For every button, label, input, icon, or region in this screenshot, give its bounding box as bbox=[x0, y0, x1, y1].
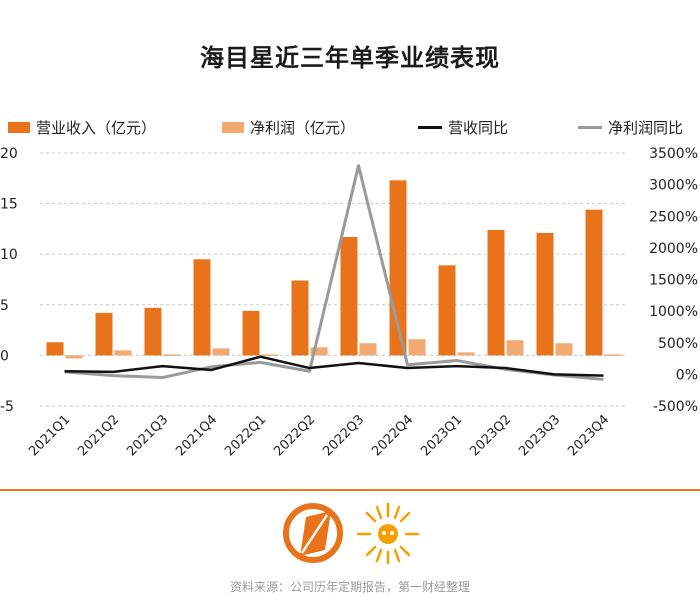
brand-leaf-logo-icon bbox=[283, 503, 343, 563]
chart-legend: 营业收入（亿元） 净利润（亿元） 营收同比 净利润同比 bbox=[0, 116, 700, 138]
revenue-bar bbox=[536, 232, 554, 356]
net-profit-bar bbox=[359, 343, 377, 356]
chart-canvas: -5 0 5 10 15 20 -500% 0% 500% 1000% 1500% 2000% 2500… bbox=[0, 146, 698, 459]
legend-item-net-profit: 净利润（亿元） bbox=[222, 116, 355, 138]
chart-gridlines bbox=[40, 152, 628, 407]
left-axis-tick-label: 15 bbox=[0, 197, 18, 213]
revenue-bar bbox=[438, 265, 456, 356]
revenue-bar bbox=[242, 310, 260, 356]
right-axis-tick-label: 0% bbox=[676, 367, 698, 383]
net-profit-bar bbox=[457, 352, 475, 356]
legend-line-profit-yoy bbox=[578, 125, 602, 129]
legend-swatch-revenue bbox=[8, 121, 30, 133]
right-axis-tick-label: 3500% bbox=[649, 146, 698, 162]
left-axis-tick-label: 5 bbox=[0, 298, 9, 314]
net-profit-bar bbox=[163, 354, 181, 356]
net-profit-bar bbox=[310, 347, 328, 356]
revenue-bar bbox=[487, 229, 505, 356]
net-profit-bar bbox=[555, 343, 573, 356]
legend-item-profit-yoy: 净利润同比 bbox=[578, 116, 683, 138]
right-axis-tick-label: -500% bbox=[653, 399, 698, 415]
left-axis-tick-label: 0 bbox=[0, 348, 9, 364]
legend-item-revenue-yoy: 营收同比 bbox=[418, 116, 508, 138]
legend-line-revenue-yoy bbox=[418, 125, 442, 129]
net-profit-bar bbox=[604, 354, 622, 356]
x-axis-tick-label: 2023Q1 bbox=[418, 412, 465, 459]
x-axis-tick-label: 2023Q3 bbox=[516, 412, 563, 459]
x-axis-tick-label: 2021Q3 bbox=[124, 412, 171, 459]
net-profit-bar bbox=[114, 350, 132, 356]
legend-item-revenue: 营业收入（亿元） bbox=[8, 116, 156, 138]
net-profit-bar bbox=[65, 355, 83, 359]
x-axis-tick-label: 2022Q4 bbox=[369, 412, 416, 459]
right-axis-tick-label: 1500% bbox=[649, 273, 698, 289]
footer-divider bbox=[0, 489, 700, 491]
x-axis-tick-label: 2023Q2 bbox=[467, 412, 514, 459]
left-axis-tick-label: 10 bbox=[0, 247, 18, 263]
x-axis-tick-label: 2021Q4 bbox=[173, 412, 220, 459]
net-profit-bar bbox=[408, 339, 426, 356]
x-axis-tick-label: 2022Q2 bbox=[271, 412, 318, 459]
legend-label-revenue-yoy: 营收同比 bbox=[448, 118, 509, 137]
x-axis-tick-label: 2023Q4 bbox=[565, 412, 612, 459]
net-profit-bar bbox=[261, 354, 279, 356]
left-axis-tick-label: -5 bbox=[0, 399, 14, 415]
right-axis-tick-label: 1000% bbox=[649, 304, 698, 320]
footer-logos bbox=[283, 502, 420, 565]
legend-label-profit-yoy: 净利润同比 bbox=[608, 118, 684, 137]
brand-sun-logo-icon bbox=[356, 502, 420, 565]
right-axis-tick-label: 2500% bbox=[649, 209, 698, 225]
left-axis-tick-label: 20 bbox=[0, 146, 18, 162]
x-axis-tick-label: 2021Q1 bbox=[26, 412, 73, 459]
right-axis-tick-label: 2000% bbox=[649, 241, 698, 257]
revenue-bar bbox=[340, 236, 358, 356]
x-axis-tick-label: 2022Q3 bbox=[320, 412, 367, 459]
legend-label-revenue: 营业收入（亿元） bbox=[36, 118, 157, 137]
right-axis-tick-label: 500% bbox=[658, 336, 698, 352]
legend-label-net-profit: 净利润（亿元） bbox=[250, 118, 356, 137]
revenue-bar bbox=[585, 209, 603, 356]
revenue-bar bbox=[144, 307, 162, 356]
source-note: 资料来源：公司历年定期报告，第一财经整理 bbox=[229, 580, 470, 594]
revenue-bar bbox=[193, 259, 211, 356]
revenue-bar bbox=[46, 342, 64, 356]
legend-swatch-net-profit bbox=[222, 121, 244, 133]
net-profit-bar bbox=[212, 348, 230, 356]
x-axis-tick-label: 2022Q1 bbox=[222, 412, 269, 459]
chart-lines bbox=[64, 164, 604, 381]
chart-bars bbox=[46, 180, 622, 359]
revenue-yoy-line bbox=[64, 355, 604, 377]
revenue-bar bbox=[95, 312, 113, 356]
right-axis-tick-label: 3000% bbox=[649, 178, 698, 194]
chart-title: 海目星近三年单季业绩表现 bbox=[200, 44, 500, 72]
net-profit-bar bbox=[506, 340, 524, 356]
revenue-bar bbox=[291, 280, 309, 356]
x-axis-tick-label: 2021Q2 bbox=[75, 412, 122, 459]
